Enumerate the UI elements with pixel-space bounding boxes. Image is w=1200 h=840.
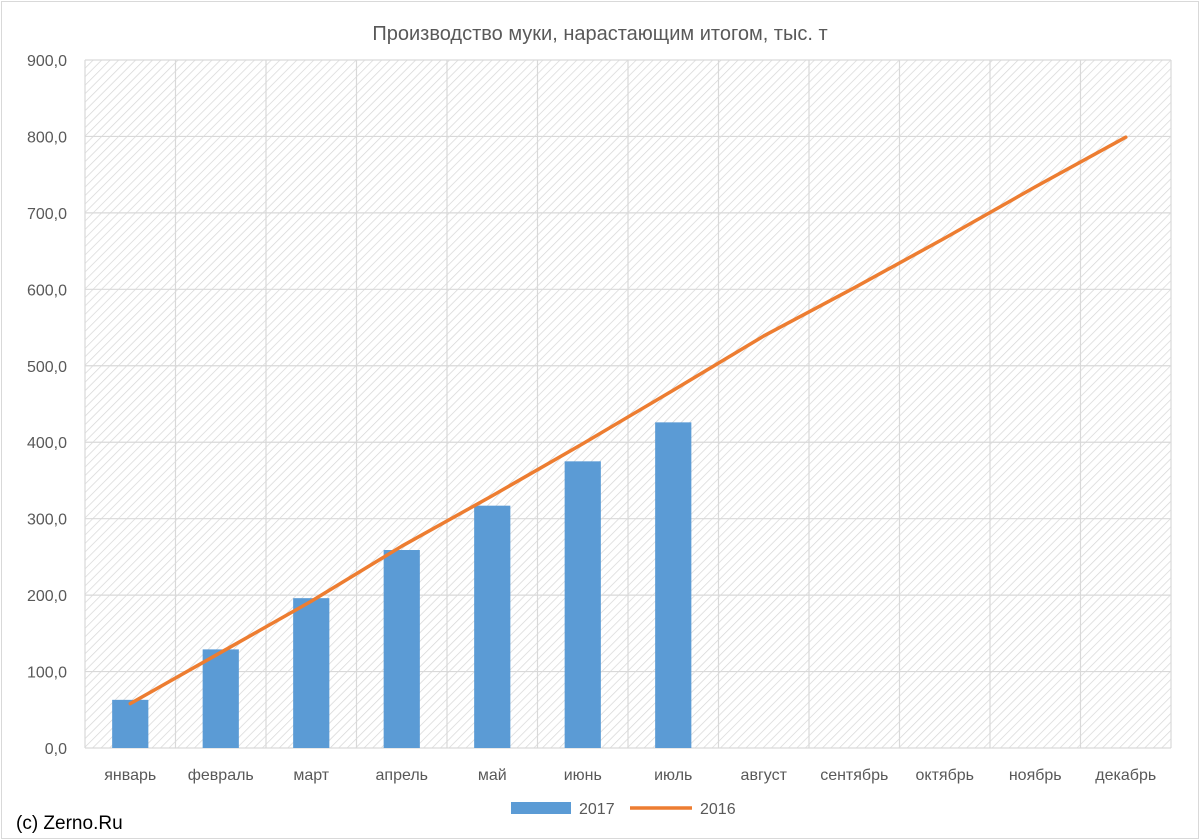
legend-label-2016: 2016 bbox=[700, 801, 736, 818]
y-tick-label: 600,0 bbox=[27, 282, 67, 299]
legend-swatch-2017 bbox=[511, 802, 571, 814]
x-tick-label: сентябрь bbox=[820, 767, 888, 784]
line-2016 bbox=[128, 135, 1128, 706]
bar-2017 bbox=[112, 699, 149, 748]
bar-2017 bbox=[383, 550, 420, 748]
y-tick-label: 500,0 bbox=[27, 359, 67, 376]
x-tick-label: июнь bbox=[564, 767, 602, 784]
bar-2017 bbox=[655, 422, 692, 748]
y-tick-label: 800,0 bbox=[27, 129, 67, 146]
bar-2017 bbox=[293, 598, 330, 748]
bars-2017 bbox=[112, 422, 692, 748]
x-tick-label: октябрь bbox=[916, 767, 974, 784]
line-2016-path bbox=[128, 135, 1128, 706]
chart-title: Производство муки, нарастающим итогом, т… bbox=[372, 23, 827, 45]
x-tick-label: июль bbox=[654, 767, 692, 784]
gridlines bbox=[84, 59, 1172, 749]
x-axis: январь февраль март апрель май июнь июль август… bbox=[104, 767, 1156, 784]
bar-2017 bbox=[202, 649, 239, 748]
bar-2017 bbox=[564, 461, 601, 748]
x-tick-label: январь bbox=[104, 767, 156, 784]
x-tick-label: март bbox=[293, 767, 329, 784]
x-tick-label: февраль bbox=[188, 767, 254, 784]
watermark: (c) Zerno.Ru bbox=[16, 813, 123, 834]
x-tick-label: ноябрь bbox=[1009, 767, 1062, 784]
y-tick-label: 300,0 bbox=[27, 512, 67, 529]
y-tick-label: 400,0 bbox=[27, 435, 67, 452]
x-tick-label: декабрь bbox=[1095, 767, 1156, 784]
y-axis: 0,0 100,0 200,0 300,0 400,0 500,0 600,0 700,0 80… bbox=[27, 53, 67, 758]
y-tick-label: 200,0 bbox=[27, 588, 67, 605]
legend: 2017 2016 bbox=[511, 801, 736, 818]
x-tick-label: май bbox=[478, 767, 507, 784]
bar-2017 bbox=[474, 505, 511, 748]
y-tick-label: 100,0 bbox=[27, 665, 67, 682]
y-tick-label: 0,0 bbox=[45, 741, 67, 758]
x-tick-label: август bbox=[741, 767, 788, 784]
legend-label-2017: 2017 bbox=[579, 801, 615, 818]
y-tick-label: 900,0 bbox=[27, 53, 67, 70]
x-tick-label: апрель bbox=[376, 767, 429, 784]
y-tick-label: 700,0 bbox=[27, 206, 67, 223]
